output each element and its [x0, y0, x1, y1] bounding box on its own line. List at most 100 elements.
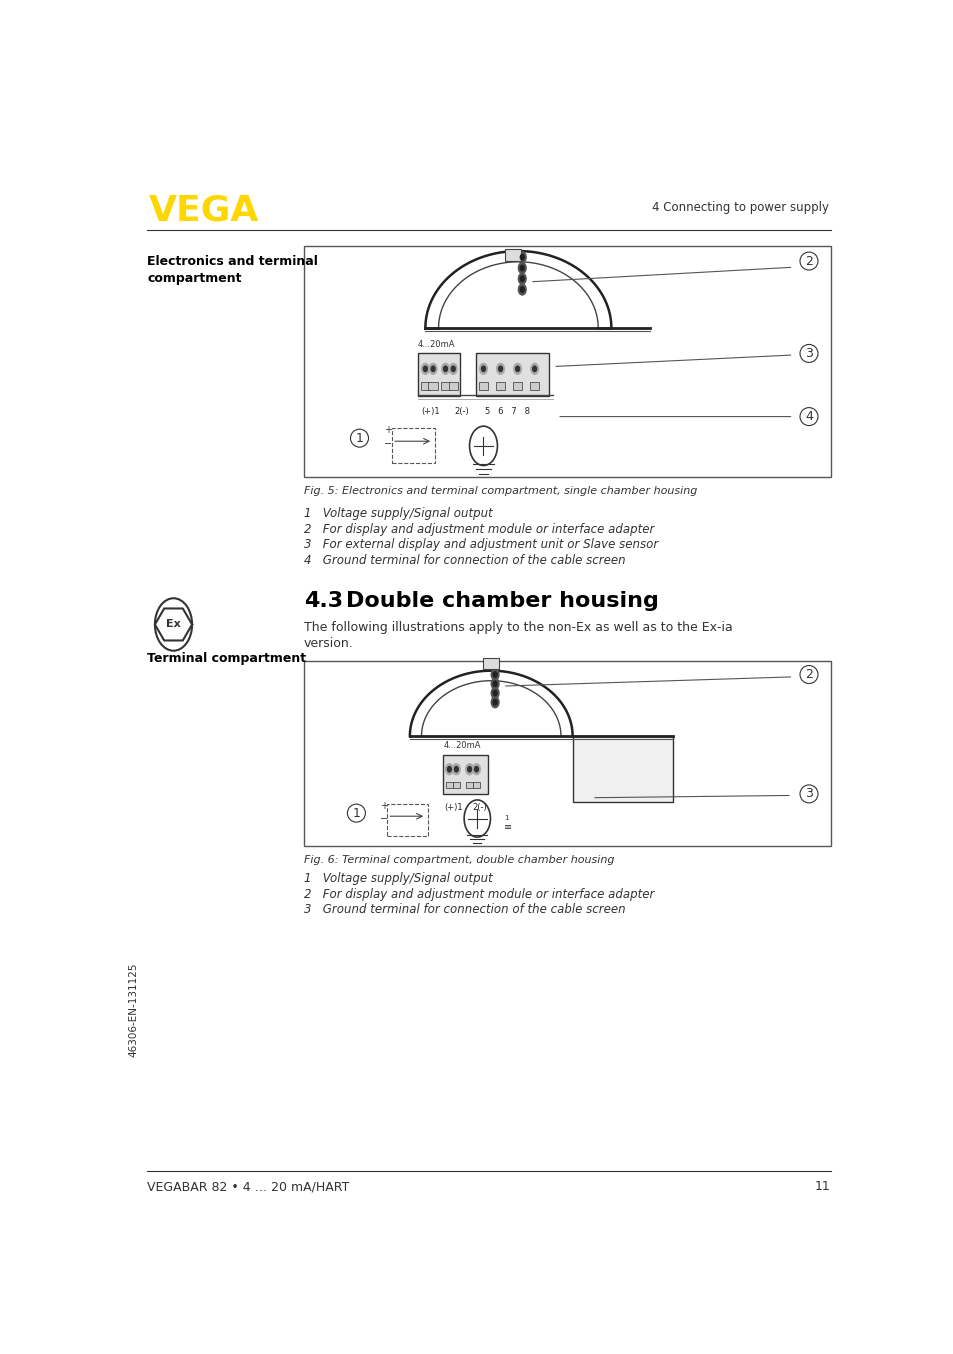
Text: 5   6   7   8: 5 6 7 8	[484, 408, 530, 416]
Circle shape	[493, 681, 497, 686]
Circle shape	[493, 691, 497, 696]
FancyBboxPatch shape	[452, 781, 459, 788]
Text: 1   Voltage supply/Signal output: 1 Voltage supply/Signal output	[303, 508, 492, 520]
Circle shape	[532, 366, 536, 371]
FancyBboxPatch shape	[303, 245, 830, 477]
Text: 2: 2	[804, 255, 812, 268]
Circle shape	[421, 363, 429, 374]
Circle shape	[491, 688, 498, 699]
Circle shape	[445, 764, 453, 774]
Circle shape	[447, 766, 451, 772]
Circle shape	[472, 764, 480, 774]
Circle shape	[429, 363, 436, 374]
Circle shape	[481, 366, 485, 371]
Text: 4...20mA: 4...20mA	[443, 741, 480, 750]
FancyBboxPatch shape	[420, 382, 430, 390]
Circle shape	[519, 287, 523, 292]
Circle shape	[517, 263, 525, 274]
Text: 2(-): 2(-)	[472, 803, 487, 812]
FancyBboxPatch shape	[472, 781, 480, 788]
FancyBboxPatch shape	[417, 353, 459, 395]
Circle shape	[493, 700, 497, 705]
Text: +: +	[384, 425, 392, 436]
Circle shape	[431, 366, 435, 371]
FancyBboxPatch shape	[513, 382, 521, 390]
FancyBboxPatch shape	[476, 353, 549, 395]
FancyBboxPatch shape	[440, 382, 450, 390]
FancyBboxPatch shape	[478, 382, 488, 390]
Circle shape	[491, 697, 498, 708]
Text: 2: 2	[804, 668, 812, 681]
Circle shape	[443, 366, 447, 371]
Circle shape	[479, 363, 487, 374]
Circle shape	[517, 274, 525, 284]
FancyBboxPatch shape	[303, 662, 830, 846]
Text: ≡: ≡	[504, 822, 512, 831]
FancyBboxPatch shape	[428, 382, 437, 390]
Text: 4: 4	[804, 410, 812, 422]
Text: 2(-): 2(-)	[454, 408, 468, 416]
Text: Fig. 5: Electronics and terminal compartment, single chamber housing: Fig. 5: Electronics and terminal compart…	[303, 486, 697, 496]
Text: Fig. 6: Terminal compartment, double chamber housing: Fig. 6: Terminal compartment, double cha…	[303, 856, 614, 865]
Text: (+)1: (+)1	[421, 408, 439, 416]
FancyBboxPatch shape	[445, 781, 453, 788]
FancyBboxPatch shape	[448, 382, 457, 390]
Text: version.: version.	[303, 636, 353, 650]
Circle shape	[491, 669, 498, 680]
Circle shape	[516, 366, 519, 371]
Text: 3: 3	[804, 788, 812, 800]
Text: Terminal compartment: Terminal compartment	[147, 653, 306, 665]
Circle shape	[519, 255, 523, 260]
Circle shape	[517, 284, 525, 295]
Text: 1: 1	[504, 815, 508, 822]
FancyBboxPatch shape	[443, 756, 488, 793]
Text: 1: 1	[355, 432, 363, 444]
Circle shape	[493, 672, 497, 677]
Text: VEGA: VEGA	[149, 194, 259, 227]
Circle shape	[423, 366, 427, 371]
Text: 3   For external display and adjustment unit or Slave sensor: 3 For external display and adjustment un…	[303, 539, 658, 551]
Text: 4 Connecting to power supply: 4 Connecting to power supply	[652, 200, 828, 214]
Text: The following illustrations apply to the non-Ex as well as to the Ex-ia: The following illustrations apply to the…	[303, 621, 732, 635]
FancyBboxPatch shape	[505, 249, 520, 261]
FancyBboxPatch shape	[465, 781, 473, 788]
Text: VEGABAR 82 • 4 … 20 mA/HART: VEGABAR 82 • 4 … 20 mA/HART	[147, 1181, 349, 1193]
Circle shape	[517, 252, 525, 263]
Circle shape	[474, 766, 478, 772]
Text: 2   For display and adjustment module or interface adapter: 2 For display and adjustment module or i…	[303, 523, 654, 536]
Text: Double chamber housing: Double chamber housing	[346, 590, 659, 611]
Text: 1   Voltage supply/Signal output: 1 Voltage supply/Signal output	[303, 872, 492, 886]
Circle shape	[530, 363, 537, 374]
Text: 2   For display and adjustment module or interface adapter: 2 For display and adjustment module or i…	[303, 888, 654, 900]
FancyBboxPatch shape	[496, 382, 505, 390]
Circle shape	[452, 764, 459, 774]
Circle shape	[519, 265, 523, 271]
FancyBboxPatch shape	[530, 382, 538, 390]
Circle shape	[454, 766, 457, 772]
Text: 4.3: 4.3	[303, 590, 342, 611]
Circle shape	[449, 363, 456, 374]
Text: Ex: Ex	[166, 620, 181, 630]
Circle shape	[467, 766, 471, 772]
Circle shape	[451, 366, 455, 371]
Circle shape	[491, 678, 498, 689]
FancyBboxPatch shape	[572, 737, 673, 802]
Text: 4   Ground terminal for connection of the cable screen: 4 Ground terminal for connection of the …	[303, 554, 624, 566]
Circle shape	[519, 276, 523, 282]
Text: +: +	[379, 802, 387, 811]
Circle shape	[498, 366, 502, 371]
Text: −: −	[384, 439, 392, 448]
Text: 3   Ground terminal for connection of the cable screen: 3 Ground terminal for connection of the …	[303, 903, 624, 917]
Text: −: −	[379, 814, 387, 825]
Text: 3: 3	[804, 347, 812, 360]
Text: 46306-EN-131125: 46306-EN-131125	[128, 963, 138, 1056]
Text: (+)1: (+)1	[444, 803, 463, 812]
Text: 11: 11	[814, 1181, 830, 1193]
Circle shape	[497, 363, 504, 374]
Circle shape	[441, 363, 449, 374]
Circle shape	[465, 764, 473, 774]
Text: 1: 1	[352, 807, 360, 819]
Text: 4...20mA: 4...20mA	[417, 340, 455, 349]
Text: Electronics and terminal
compartment: Electronics and terminal compartment	[147, 255, 317, 284]
FancyBboxPatch shape	[483, 658, 498, 669]
